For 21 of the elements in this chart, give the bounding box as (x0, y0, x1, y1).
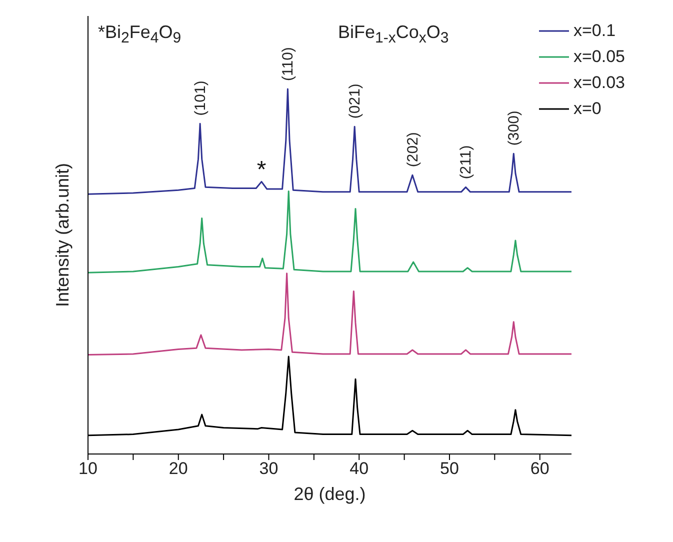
x-tick-label: 30 (259, 459, 278, 478)
annotation: (110) (280, 47, 297, 81)
annotation: (021) (346, 84, 364, 119)
annotation: (211) (458, 145, 475, 180)
x-tick-label: 40 (350, 459, 369, 478)
x-tick-label: 50 (440, 459, 459, 478)
x-axis-title: 2θ (deg.) (294, 484, 366, 504)
legend-label: x=0.1 (573, 21, 616, 41)
x-tick-label: 60 (530, 459, 550, 478)
x-tick-label: 10 (78, 459, 98, 478)
annotation: (202) (404, 132, 422, 168)
legend-label: x=0.05 (573, 47, 625, 67)
x-tick-label: 20 (168, 459, 188, 478)
annotation: (300) (506, 110, 523, 146)
text: *Bi$_{2}$Fe$_{4}$O$_{9}$ (98, 22, 182, 47)
annotation: (101) (192, 80, 210, 116)
y-axis-title: Intensity (arb.unit) (52, 162, 72, 308)
legend-label: x=0.03 (573, 73, 625, 93)
annotation: * (256, 156, 266, 184)
legend-label: x=0 (573, 99, 602, 119)
text: BiFe$_{1-x}$Co$_{x}$O$_{3}$ (338, 22, 449, 47)
